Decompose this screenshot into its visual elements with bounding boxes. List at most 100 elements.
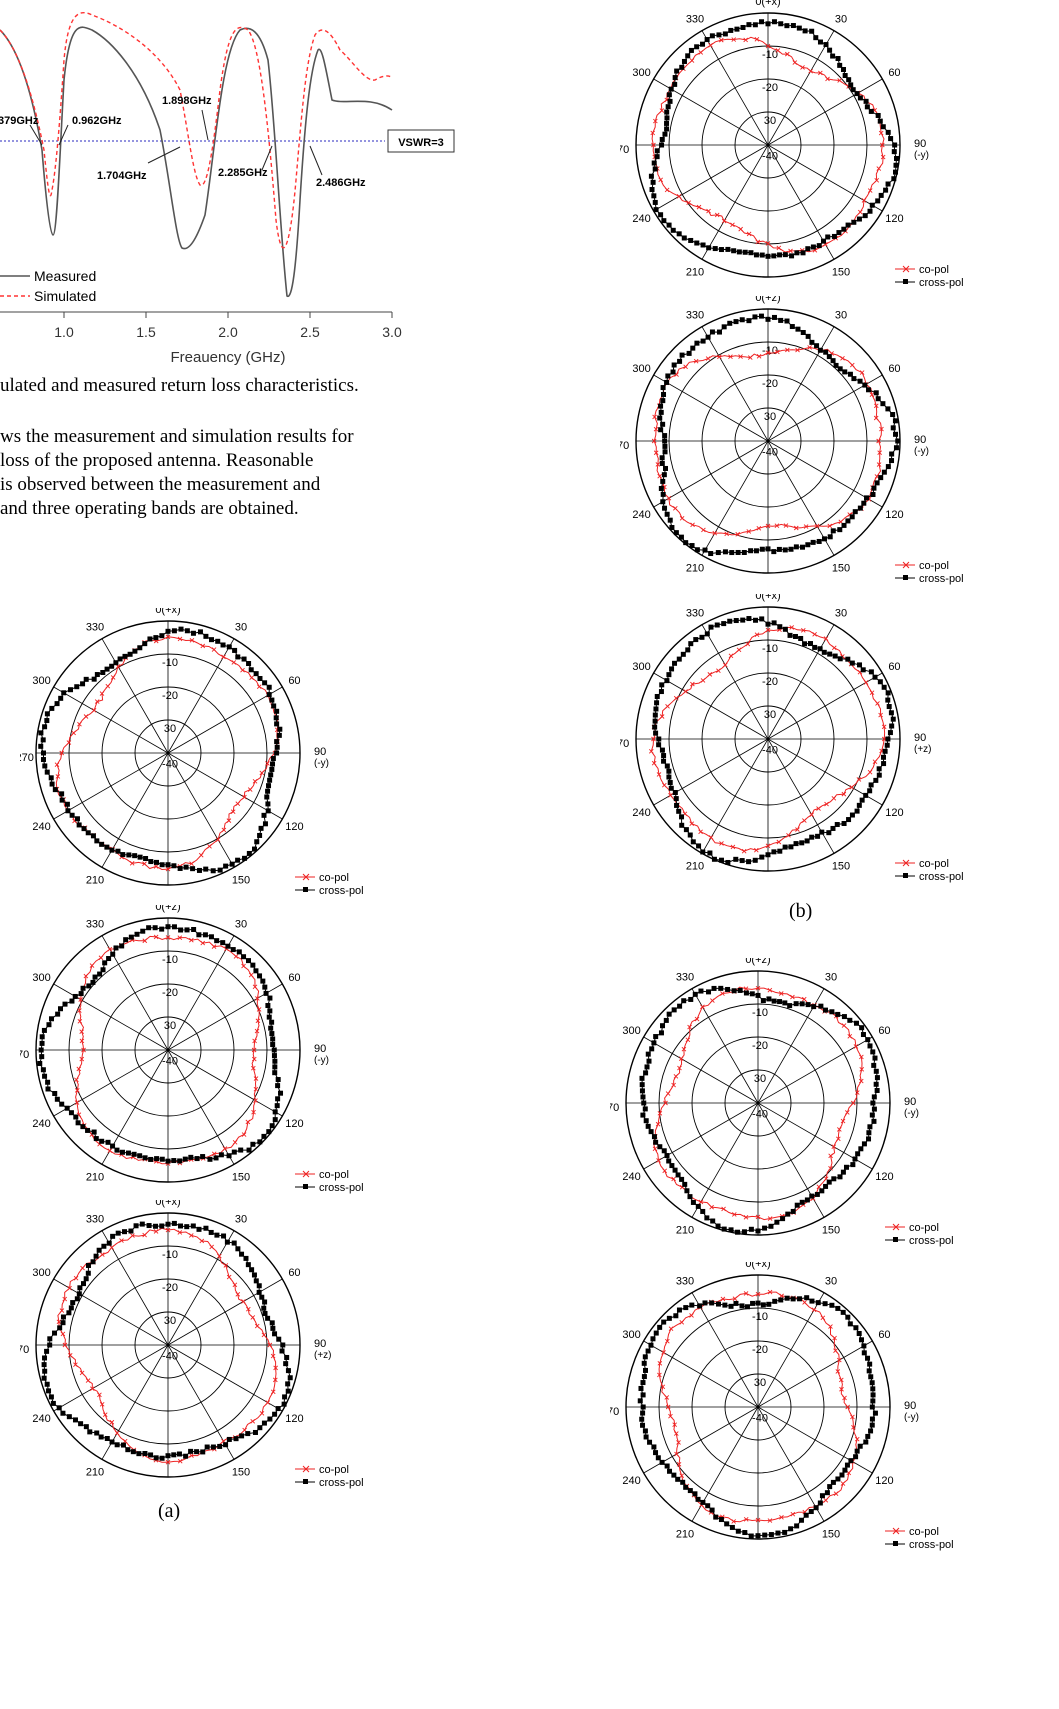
- co-pol-marker: [207, 843, 212, 849]
- cross-pol-marker: [115, 848, 121, 854]
- cross-pol-marker: [856, 216, 862, 222]
- cross-pol-marker: [819, 829, 825, 835]
- co-pol-marker: [784, 51, 790, 57]
- cross-pol-marker: [46, 1388, 52, 1394]
- cross-pol-marker: [251, 1272, 257, 1278]
- co-pol-marker: [676, 1440, 681, 1445]
- cross-pol-marker: [749, 991, 755, 997]
- cross-pol-marker: [265, 808, 271, 814]
- cross-pol-marker: [287, 1375, 293, 1381]
- cross-pol-marker: [652, 166, 658, 172]
- co-pol-marker: [881, 724, 887, 730]
- legend-co-label: co-pol: [319, 1464, 349, 1476]
- cross-pol-marker: [883, 187, 889, 193]
- grid-spoke: [691, 1102, 759, 1218]
- cross-pol-marker: [642, 1106, 648, 1112]
- cross-pol-marker: [662, 438, 668, 444]
- co-pol-marker: [267, 1342, 273, 1348]
- cross-pol-marker: [660, 421, 666, 427]
- cross-pol-marker: [653, 730, 659, 736]
- cross-pol-marker: [672, 75, 678, 81]
- co-pol-marker: [665, 704, 670, 709]
- co-pol-marker: [836, 1136, 841, 1142]
- co-pol-marker: [731, 1519, 736, 1524]
- cross-pol-marker: [119, 943, 125, 949]
- co-pol-marker: [738, 226, 743, 232]
- cross-pol-marker: [788, 844, 794, 850]
- cross-pol-marker: [109, 663, 115, 669]
- co-pol-marker: [656, 772, 662, 777]
- cross-pol-marker: [662, 443, 668, 449]
- grid-spoke: [167, 752, 235, 868]
- cross-pol-marker: [664, 109, 670, 115]
- cross-pol-marker: [196, 1226, 202, 1232]
- grid-spoke: [757, 1340, 873, 1408]
- x-tick-1.0: 1.0: [54, 324, 74, 340]
- cross-pol-marker: [765, 21, 771, 27]
- cross-pol-marker: [802, 641, 808, 647]
- cross-pol-marker: [66, 1310, 72, 1316]
- co-pol-marker: [809, 812, 815, 818]
- grid-spoke: [653, 738, 769, 806]
- co-pol-marker: [109, 1419, 115, 1425]
- cross-pol-marker: [134, 931, 140, 937]
- cross-pol-marker: [678, 534, 684, 540]
- cross-pol-marker: [165, 862, 171, 868]
- annotation-2486GHz: 2.486GHz: [316, 177, 366, 189]
- cross-pol-marker: [220, 642, 226, 648]
- cross-pol-marker: [253, 1278, 259, 1284]
- cross-pol-marker: [890, 425, 896, 431]
- co-pol-marker: [249, 675, 254, 681]
- cross-pol-marker: [894, 156, 900, 162]
- legend-cross-marker: [303, 1479, 308, 1484]
- cross-pol-marker: [762, 1225, 768, 1231]
- cross-pol-marker: [835, 1305, 841, 1311]
- cross-pol-marker: [869, 1422, 875, 1428]
- cross-pol-marker: [799, 840, 805, 846]
- co-pol-marker: [652, 1146, 658, 1152]
- cross-pol-marker: [664, 1463, 670, 1469]
- co-pol-marker: [89, 963, 95, 968]
- cross-pol-marker: [42, 1355, 48, 1361]
- cross-pol-marker: [874, 480, 880, 486]
- x-tick-2.0: 2.0: [218, 324, 238, 340]
- cross-pol-marker: [889, 451, 895, 457]
- cross-pol-marker: [60, 1314, 66, 1320]
- co-pol-marker: [849, 785, 855, 790]
- cross-pol-marker: [752, 22, 758, 28]
- cross-pol-marker: [48, 1394, 54, 1400]
- cross-pol-marker: [265, 1315, 271, 1321]
- cross-pol-marker: [676, 656, 682, 662]
- cross-pol-marker: [861, 1343, 867, 1349]
- cross-pol-marker: [664, 120, 670, 126]
- co-pol-marker: [779, 1293, 784, 1299]
- angle-label: 300: [32, 675, 50, 687]
- co-pol-marker: [659, 714, 665, 719]
- cross-pol-marker: [91, 1129, 97, 1135]
- angle-label: 60: [888, 363, 900, 375]
- cross-pol-marker: [800, 329, 806, 335]
- cross-pol-marker: [748, 548, 754, 554]
- cross-pol-marker: [840, 67, 846, 73]
- cross-pol-marker: [788, 546, 794, 552]
- cross-pol-marker: [649, 187, 655, 193]
- cross-pol-marker: [94, 672, 100, 678]
- co-pol-marker: [656, 1158, 661, 1163]
- cross-pol-marker: [885, 129, 891, 135]
- cross-pol-marker: [210, 1444, 216, 1450]
- legend-co-marker: [892, 1527, 900, 1535]
- cross-pol-marker: [132, 648, 138, 654]
- legend-co-label: co-pol: [919, 264, 949, 276]
- cross-pol-marker: [817, 39, 823, 45]
- co-pol-marker: [803, 524, 809, 529]
- cross-pol-marker: [641, 1360, 647, 1366]
- cross-pol-marker: [204, 1444, 210, 1450]
- cross-pol-marker: [142, 641, 148, 647]
- cross-pol-marker: [666, 1011, 672, 1017]
- cross-pol-marker: [782, 547, 788, 553]
- grid-spoke: [767, 30, 835, 146]
- ring-label: -40: [762, 447, 778, 459]
- cross-pol-marker: [648, 1129, 654, 1135]
- cross-pol-marker: [759, 252, 765, 258]
- right-axis-sublabel: (-y): [314, 1055, 329, 1066]
